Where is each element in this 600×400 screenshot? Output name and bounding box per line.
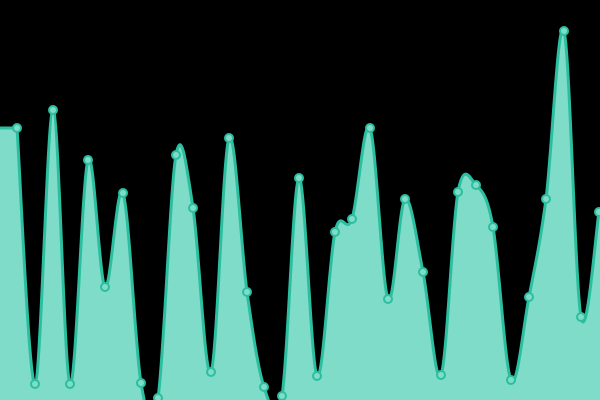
data-point-marker[interactable]	[453, 187, 463, 197]
data-point-marker[interactable]	[206, 367, 216, 377]
data-point-marker[interactable]	[48, 105, 58, 115]
data-point-marker[interactable]	[347, 214, 357, 224]
data-point-marker[interactable]	[418, 267, 428, 277]
data-point-marker[interactable]	[383, 294, 393, 304]
data-point-marker[interactable]	[294, 173, 304, 183]
data-point-marker[interactable]	[400, 194, 410, 204]
data-point-marker[interactable]	[188, 203, 198, 213]
data-point-marker[interactable]	[118, 188, 128, 198]
data-point-marker[interactable]	[259, 382, 269, 392]
data-point-markers	[12, 26, 600, 400]
data-point-marker[interactable]	[365, 123, 375, 133]
data-point-marker[interactable]	[277, 391, 287, 400]
data-point-marker[interactable]	[436, 370, 446, 380]
data-point-marker[interactable]	[83, 155, 93, 165]
data-point-marker[interactable]	[136, 378, 146, 388]
data-point-marker[interactable]	[594, 207, 600, 217]
data-point-marker[interactable]	[541, 194, 551, 204]
data-point-marker[interactable]	[171, 150, 181, 160]
data-point-marker[interactable]	[224, 133, 234, 143]
data-point-marker[interactable]	[30, 379, 40, 389]
data-point-marker[interactable]	[12, 123, 22, 133]
data-point-marker[interactable]	[471, 180, 481, 190]
data-point-marker[interactable]	[488, 222, 498, 232]
data-point-marker[interactable]	[330, 227, 340, 237]
data-point-marker[interactable]	[576, 312, 586, 322]
data-point-marker[interactable]	[506, 375, 516, 385]
data-point-marker[interactable]	[524, 292, 534, 302]
data-point-marker[interactable]	[153, 393, 163, 400]
data-point-marker[interactable]	[242, 287, 252, 297]
data-point-marker[interactable]	[100, 282, 110, 292]
data-point-marker[interactable]	[559, 26, 569, 36]
series-line	[0, 27, 600, 400]
data-point-marker[interactable]	[312, 371, 322, 381]
data-point-marker[interactable]	[65, 379, 75, 389]
area-fill	[0, 29, 600, 400]
